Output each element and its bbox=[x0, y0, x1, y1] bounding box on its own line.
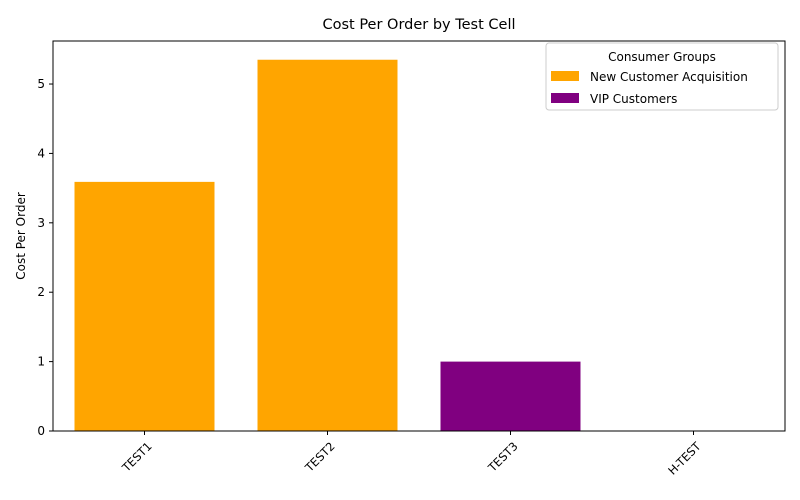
y-tick-label-0: 0 bbox=[37, 424, 45, 438]
x-tick-label-test1: TEST1 bbox=[119, 439, 155, 475]
y-axis: 0 1 2 3 4 5 bbox=[37, 77, 53, 438]
chart-title: Cost Per Order by Test Cell bbox=[322, 17, 515, 33]
y-tick-label-1: 1 bbox=[37, 355, 45, 369]
y-tick-label-3: 3 bbox=[37, 216, 45, 230]
plot-frame bbox=[52, 40, 786, 432]
x-tick-label-h-test: H-TEST bbox=[665, 439, 704, 478]
y-tick-label-2: 2 bbox=[37, 285, 45, 299]
x-tick-label-test2: TEST2 bbox=[302, 439, 338, 475]
y-axis-label: Cost Per Order bbox=[14, 192, 28, 280]
legend-title: Consumer Groups bbox=[608, 50, 716, 64]
bar-test2 bbox=[257, 59, 398, 431]
y-tick-label-4: 4 bbox=[37, 146, 45, 160]
legend-swatch-vip-customers bbox=[551, 93, 579, 103]
legend-swatch-new-customer-acquisition bbox=[551, 71, 579, 81]
bar-test3 bbox=[440, 361, 581, 431]
legend-label-vip-customers: VIP Customers bbox=[590, 92, 677, 106]
bar-test1 bbox=[74, 181, 215, 431]
legend: Consumer Groups New Customer Acquisition… bbox=[545, 42, 779, 111]
y-tick-label-5: 5 bbox=[37, 77, 45, 91]
bars-group bbox=[74, 59, 581, 431]
legend-label-new-customer-acquisition: New Customer Acquisition bbox=[590, 70, 748, 84]
legend-box bbox=[545, 42, 779, 111]
x-tick-label-test3: TEST3 bbox=[485, 439, 521, 475]
x-axis: TEST1 TEST2 TEST3 H-TEST bbox=[119, 431, 704, 478]
